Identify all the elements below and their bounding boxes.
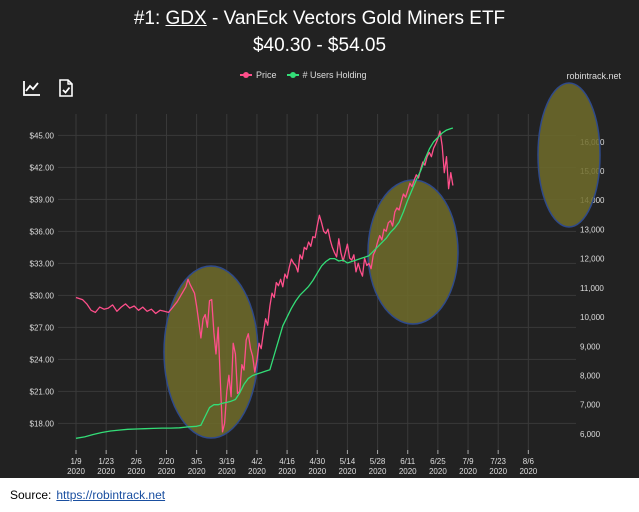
y-right-tick-label: 13,000 bbox=[580, 225, 605, 234]
x-tick-year: 2020 bbox=[158, 467, 176, 476]
y-left-tick-label: $33.00 bbox=[30, 259, 55, 268]
x-tick-label: 5/14 bbox=[340, 457, 356, 466]
x-tick-label: 7/23 bbox=[490, 457, 506, 466]
y-right-tick-label: 8,000 bbox=[580, 371, 601, 380]
y-left-tick-label: $45.00 bbox=[30, 131, 55, 140]
legend-label-price: Price bbox=[256, 70, 277, 80]
document-check-icon[interactable] bbox=[56, 78, 76, 98]
x-tick-year: 2020 bbox=[489, 467, 507, 476]
price-range-subtitle: $40.30 - $54.05 bbox=[252, 35, 387, 56]
y-right-tick-label: 7,000 bbox=[580, 401, 601, 410]
legend-item-users[interactable]: # Users Holding bbox=[286, 70, 367, 80]
highlight-ellipse-3 bbox=[537, 82, 601, 228]
x-tick-year: 2020 bbox=[399, 467, 417, 476]
x-tick-year: 2020 bbox=[188, 467, 206, 476]
source-label: Source: bbox=[10, 488, 52, 502]
legend-item-price[interactable]: Price bbox=[240, 70, 277, 80]
x-tick-year: 2020 bbox=[459, 467, 477, 476]
x-tick-label: 8/6 bbox=[523, 457, 535, 466]
y-left-tick-label: $36.00 bbox=[30, 227, 55, 236]
x-tick-year: 2020 bbox=[218, 467, 236, 476]
y-left-tick-label: $21.00 bbox=[30, 387, 55, 396]
x-tick-year: 2020 bbox=[519, 467, 537, 476]
line-chart-icon[interactable] bbox=[22, 78, 42, 98]
legend-swatch-users bbox=[286, 72, 299, 78]
users-series-line bbox=[75, 127, 454, 439]
x-tick-label: 7/9 bbox=[462, 457, 474, 466]
x-tick-label: 2/20 bbox=[159, 457, 175, 466]
y-left-tick-label: $42.00 bbox=[30, 163, 55, 172]
x-tick-label: 1/23 bbox=[98, 457, 114, 466]
x-tick-label: 5/28 bbox=[370, 457, 386, 466]
legend-label-users: # Users Holding bbox=[302, 70, 367, 80]
y-left-tick-label: $39.00 bbox=[30, 195, 55, 204]
legend-swatch-price bbox=[240, 72, 252, 78]
x-tick-label: 6/11 bbox=[400, 457, 416, 466]
watermark: robintrack.net bbox=[566, 71, 621, 81]
x-tick-year: 2020 bbox=[127, 467, 145, 476]
x-tick-label: 4/16 bbox=[279, 457, 295, 466]
x-tick-label: 3/19 bbox=[219, 457, 235, 466]
price-users-chart: $18.00 $21.00 $24.00 $27.00 $30.00 $33.00 $36.… bbox=[30, 82, 605, 476]
chart-title: #1: GDX - VanEck Vectors Gold Miners ETF bbox=[0, 8, 639, 30]
rank-label: #1: bbox=[133, 8, 166, 29]
x-tick-year: 2020 bbox=[248, 467, 266, 476]
y-right-tick-label: 9,000 bbox=[580, 342, 601, 351]
chart-legend: Price # Users Holding bbox=[240, 70, 367, 80]
y-right-tick-label: 6,000 bbox=[580, 430, 601, 439]
x-tick-year: 2020 bbox=[97, 467, 115, 476]
y-right-tick-label: 12,000 bbox=[580, 255, 605, 264]
x-tick-label: 2/6 bbox=[131, 457, 143, 466]
x-tick-label: 4/30 bbox=[309, 457, 325, 466]
y-left-tick-label: $18.00 bbox=[30, 419, 55, 428]
y-left-tick-label: $27.00 bbox=[30, 323, 55, 332]
source-line: Source: https://robintrack.net bbox=[10, 488, 165, 502]
price-series-line bbox=[75, 130, 454, 433]
y-left-tick-label: $30.00 bbox=[30, 291, 55, 300]
x-tick-label: 4/2 bbox=[251, 457, 263, 466]
highlight-ellipse-1 bbox=[163, 265, 259, 439]
x-tick-year: 2020 bbox=[339, 467, 357, 476]
x-tick-label: 3/5 bbox=[191, 457, 203, 466]
x-tick-year: 2020 bbox=[67, 467, 85, 476]
fund-name: - VanEck Vectors Gold Miners ETF bbox=[206, 8, 506, 29]
highlight-ellipse-2 bbox=[367, 179, 459, 325]
x-tick-label: 1/9 bbox=[70, 457, 82, 466]
y-right-tick-label: 11,000 bbox=[580, 284, 604, 293]
ticker-link[interactable]: GDX bbox=[165, 8, 207, 29]
x-tick-year: 2020 bbox=[369, 467, 387, 476]
source-link[interactable]: https://robintrack.net bbox=[56, 488, 166, 502]
x-tick-year: 2020 bbox=[308, 467, 326, 476]
x-tick-label: 6/25 bbox=[430, 457, 446, 466]
y-right-tick-label: 10,000 bbox=[580, 313, 605, 322]
x-tick-year: 2020 bbox=[429, 467, 447, 476]
y-left-tick-label: $24.00 bbox=[30, 355, 55, 364]
x-tick-year: 2020 bbox=[278, 467, 296, 476]
